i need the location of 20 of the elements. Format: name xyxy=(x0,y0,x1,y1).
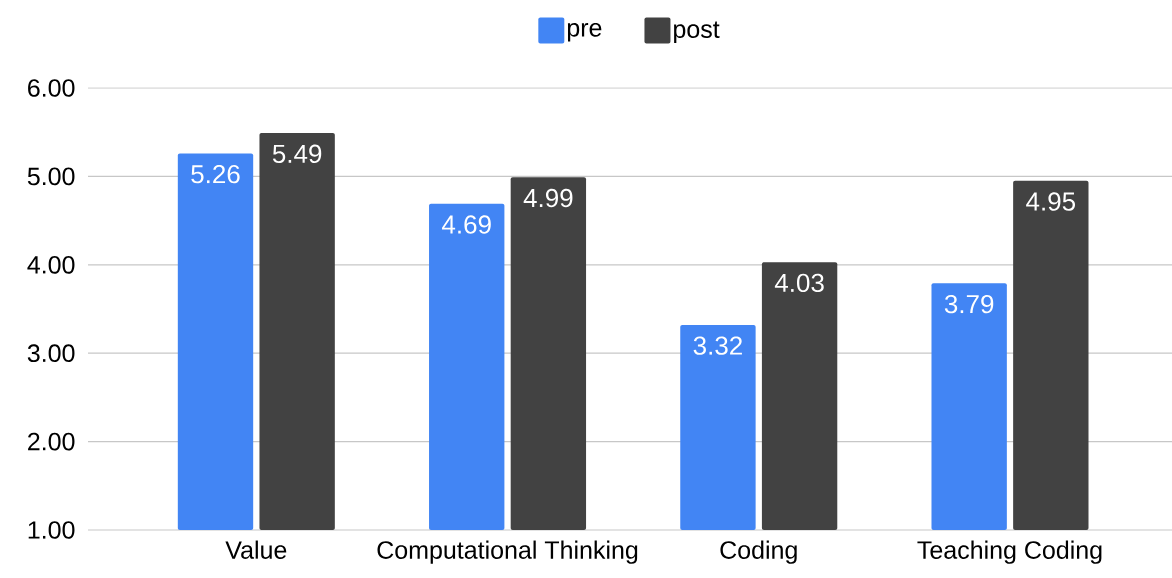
x-tick-label: Computational Thinking xyxy=(377,540,638,564)
x-tick-label: Teaching Coding xyxy=(917,540,1102,564)
data-label: 3.32 xyxy=(693,336,742,355)
x-tick-label: Value xyxy=(225,540,287,559)
data-label: 5.26 xyxy=(191,164,240,184)
y-tick-label: 5.00 xyxy=(27,167,75,186)
data-label: 4.95 xyxy=(1026,192,1076,211)
y-tick-label: 3.00 xyxy=(27,344,75,363)
data-label: 3.79 xyxy=(944,294,994,314)
y-tick-label: 1.00 xyxy=(28,521,75,539)
data-label: 5.49 xyxy=(272,144,322,164)
y-tick-label: 4.00 xyxy=(27,255,75,274)
data-label: 4.03 xyxy=(774,273,824,293)
x-tick-label: Coding xyxy=(720,540,797,564)
legend-label: post xyxy=(674,21,720,43)
y-tick-label: 6.00 xyxy=(28,79,75,97)
data-label: 4.69 xyxy=(442,215,491,234)
data-label: 4.99 xyxy=(523,188,573,208)
legend-label: pre xyxy=(567,22,602,42)
y-tick-label: 2.00 xyxy=(28,432,75,451)
